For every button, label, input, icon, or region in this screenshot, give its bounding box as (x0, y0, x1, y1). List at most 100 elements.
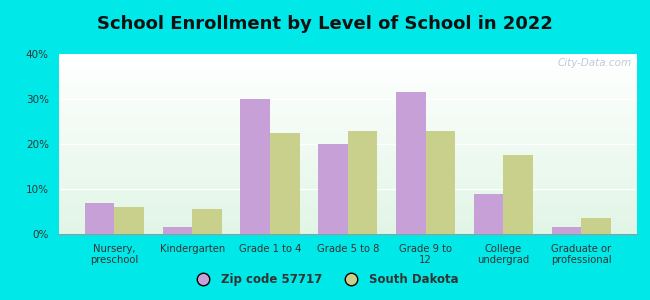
Bar (58, 150, 637, 151)
Bar (58, 92, 637, 93)
Bar (58, 215, 637, 216)
Bar (58, 112, 637, 113)
Bar (58, 68, 637, 69)
Bar (58, 136, 637, 137)
Bar (58, 147, 637, 148)
Bar (58, 63, 637, 64)
Bar (58, 98, 637, 99)
Bar (58, 101, 637, 102)
Bar (58, 110, 637, 111)
Bar (58, 60, 637, 61)
Bar (58, 134, 637, 135)
Bar (58, 167, 637, 168)
Bar (58, 129, 637, 130)
Bar (58, 127, 637, 128)
Bar (58, 71, 637, 72)
Bar (58, 157, 637, 158)
Bar (58, 217, 637, 218)
Bar (58, 222, 637, 223)
Bar (58, 93, 637, 94)
Bar (58, 149, 637, 150)
Bar (58, 100, 637, 101)
Bar (58, 230, 637, 231)
Bar (58, 84, 637, 85)
Bar (58, 141, 637, 142)
Bar (58, 58, 637, 59)
Bar (58, 158, 637, 159)
Bar (58, 146, 637, 147)
Bar (58, 220, 637, 221)
Bar (58, 176, 637, 177)
Bar (58, 106, 637, 107)
Bar (58, 190, 637, 191)
Bar (58, 188, 637, 189)
Bar (58, 77, 637, 78)
Bar (58, 194, 637, 195)
Bar (58, 74, 637, 75)
Bar (58, 159, 637, 160)
Bar (58, 223, 637, 224)
Bar (58, 114, 637, 115)
Bar (58, 142, 637, 143)
Bar (58, 143, 637, 144)
Bar (58, 174, 637, 175)
Bar (58, 203, 637, 204)
Bar (58, 193, 637, 194)
Bar (58, 67, 637, 68)
Bar (58, 154, 637, 155)
Bar (58, 133, 637, 134)
Bar (58, 144, 637, 145)
Bar (58, 145, 637, 146)
Bar (58, 104, 637, 105)
Bar (58, 232, 637, 233)
Bar (58, 201, 637, 202)
Bar (58, 108, 637, 109)
Bar (58, 120, 637, 121)
Bar (58, 187, 637, 188)
Bar (58, 169, 637, 170)
Bar (58, 225, 637, 226)
Bar (58, 231, 637, 232)
Bar (58, 155, 637, 156)
Bar (58, 162, 637, 163)
Bar (58, 226, 637, 227)
Bar (58, 219, 637, 220)
Text: School Enrollment by Level of School in 2022: School Enrollment by Level of School in … (97, 15, 553, 33)
Text: City-Data.com: City-Data.com (557, 58, 631, 68)
Bar (58, 97, 637, 98)
Bar (58, 87, 637, 88)
Bar (58, 65, 637, 66)
Bar (58, 131, 637, 132)
Bar (58, 124, 637, 125)
Bar (58, 177, 637, 178)
Bar (58, 128, 637, 129)
Bar (58, 113, 637, 114)
Bar (58, 111, 637, 112)
Bar (58, 228, 637, 229)
Bar (58, 213, 637, 214)
Bar (58, 85, 637, 86)
Bar (552, 227, 581, 234)
Bar (58, 164, 637, 165)
Bar (58, 80, 637, 81)
Bar (58, 185, 637, 186)
Bar (58, 163, 637, 164)
Bar (58, 191, 637, 192)
Bar (58, 161, 637, 162)
Bar (58, 209, 637, 210)
Bar (58, 88, 637, 89)
Bar (58, 79, 637, 80)
Bar (58, 70, 637, 71)
Bar (58, 121, 637, 122)
Bar (58, 195, 637, 196)
Bar (58, 221, 637, 222)
Bar (348, 130, 377, 234)
Legend: Zip code 57717, South Dakota: Zip code 57717, South Dakota (187, 269, 463, 291)
Bar (58, 151, 637, 152)
Bar (58, 75, 637, 76)
Bar (58, 173, 637, 174)
Bar (58, 182, 637, 183)
Bar (58, 197, 637, 198)
Bar (58, 64, 637, 65)
Bar (58, 105, 637, 106)
